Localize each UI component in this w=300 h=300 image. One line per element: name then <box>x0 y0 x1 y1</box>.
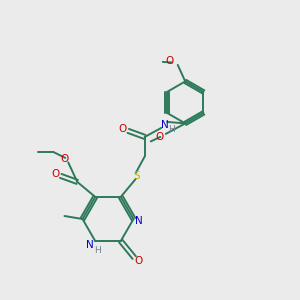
Text: N: N <box>135 215 143 226</box>
Text: O: O <box>119 124 127 134</box>
Text: S: S <box>133 171 140 181</box>
Text: H: H <box>168 125 175 134</box>
Text: N: N <box>86 240 94 250</box>
Text: O: O <box>156 132 164 142</box>
Text: O: O <box>165 56 173 66</box>
Text: O: O <box>51 169 59 179</box>
Text: H: H <box>94 246 101 255</box>
Text: O: O <box>135 256 143 266</box>
Text: N: N <box>161 120 169 130</box>
Text: O: O <box>61 154 69 164</box>
